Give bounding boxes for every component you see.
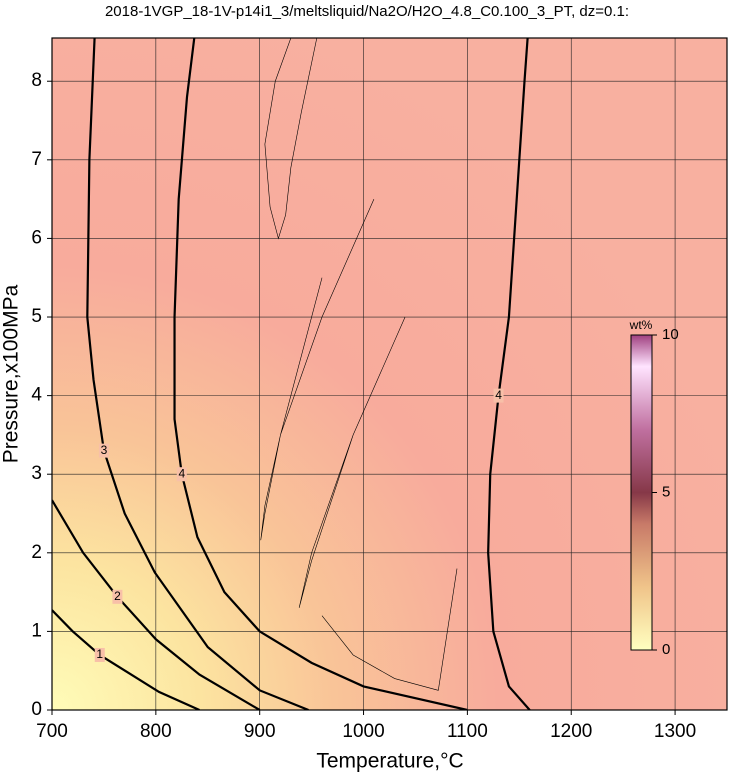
y-tick-label: 5 [31,306,42,327]
contour-label-bg [176,467,187,482]
contour-label-bg [98,443,109,458]
plot-frame [51,37,728,711]
x-tick-label: 800 [140,721,172,742]
contour-label: 3 [101,443,108,457]
colorbar-label: wt% [629,318,653,332]
x-tick-label: 700 [36,721,68,742]
thin-contour [298,316,406,608]
x-tick-label: 1300 [654,721,696,742]
x-tick-label: 900 [244,721,276,742]
chart-title: 2018-1VGP_18-1V-p14i1_3/meltsliquid/Na2O… [105,3,629,20]
y-tick-label: 0 [31,699,42,720]
colorbar-tick-label: 0 [662,641,670,658]
contour-line [52,499,261,710]
y-tick-label: 7 [31,149,42,170]
contour-line [173,38,468,710]
y-tick-label: 4 [31,385,42,406]
colorbar [630,334,653,651]
thin-contour [260,199,375,541]
contour-field [52,38,727,710]
x-axis-label: Temperature,°C [316,750,463,773]
contour-label-bg [493,388,504,403]
y-tick-label: 6 [31,227,42,248]
contour-label: 4 [495,388,502,402]
contour-line [86,38,309,710]
y-tick-label: 2 [31,542,42,563]
colorbar-tick-label: 10 [662,326,679,343]
colorbar-tick-label: 5 [662,483,670,500]
y-tick-label: 8 [31,70,42,91]
contour-label: 1 [96,647,103,661]
x-tick-label: 1100 [447,721,488,742]
contour-label-bg [94,647,105,662]
contour-label: 2 [114,589,121,603]
x-tick-label: 1000 [342,721,384,742]
x-tick-label: 1200 [550,721,592,742]
contour-label: 4 [178,466,185,480]
y-tick-label: 1 [31,620,42,641]
y-tick-label: 3 [31,463,42,484]
y-axis-label: Pressure,x100MPa [0,284,23,463]
thin-contour [321,568,458,691]
thin-contour [264,38,318,240]
contour-label-bg [112,589,123,604]
